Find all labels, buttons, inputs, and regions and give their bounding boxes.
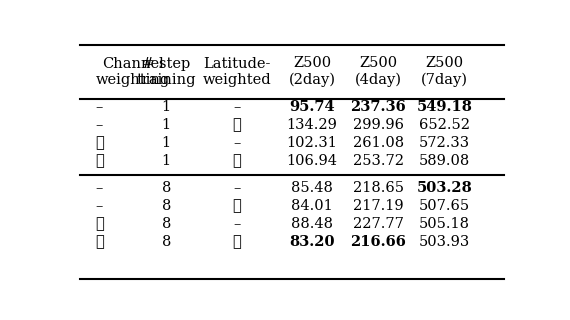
Text: ✓: ✓ xyxy=(233,199,241,213)
Text: –: – xyxy=(233,181,241,195)
Text: 8: 8 xyxy=(161,181,171,195)
Text: Z500
(2day): Z500 (2day) xyxy=(288,56,336,87)
Text: 8: 8 xyxy=(161,217,171,231)
Text: ✓: ✓ xyxy=(96,217,104,231)
Text: 549.18: 549.18 xyxy=(417,100,473,114)
Text: –: – xyxy=(96,100,103,114)
Text: 503.28: 503.28 xyxy=(417,181,473,195)
Text: # step
training: # step training xyxy=(136,57,196,87)
Text: ✓: ✓ xyxy=(233,235,241,249)
Text: 106.94: 106.94 xyxy=(287,154,337,168)
Text: 1: 1 xyxy=(162,100,171,114)
Text: ✓: ✓ xyxy=(233,118,241,132)
Text: 652.52: 652.52 xyxy=(419,118,470,132)
Text: 84.01: 84.01 xyxy=(291,199,333,213)
Text: ✓: ✓ xyxy=(96,136,104,150)
Text: 237.36: 237.36 xyxy=(351,100,406,114)
Text: –: – xyxy=(96,181,103,195)
Text: –: – xyxy=(96,118,103,132)
Text: 102.31: 102.31 xyxy=(287,136,337,150)
Text: 572.33: 572.33 xyxy=(419,136,470,150)
Text: 589.08: 589.08 xyxy=(419,154,470,168)
Text: ✓: ✓ xyxy=(96,154,104,168)
Text: 299.96: 299.96 xyxy=(353,118,404,132)
Text: 218.65: 218.65 xyxy=(353,181,404,195)
Text: 503.93: 503.93 xyxy=(419,235,470,249)
Text: –: – xyxy=(233,100,241,114)
Text: 8: 8 xyxy=(161,235,171,249)
Text: 216.66: 216.66 xyxy=(351,235,406,249)
Text: 217.19: 217.19 xyxy=(353,199,404,213)
Text: –: – xyxy=(96,199,103,213)
Text: Z500
(4day): Z500 (4day) xyxy=(355,56,402,87)
Text: ✓: ✓ xyxy=(96,235,104,249)
Text: 8: 8 xyxy=(161,199,171,213)
Text: 95.74: 95.74 xyxy=(289,100,335,114)
Text: 88.48: 88.48 xyxy=(291,217,333,231)
Text: 1: 1 xyxy=(162,136,171,150)
Text: Z500
(7day): Z500 (7day) xyxy=(421,56,468,87)
Text: 507.65: 507.65 xyxy=(419,199,470,213)
Text: 505.18: 505.18 xyxy=(419,217,470,231)
Text: 134.29: 134.29 xyxy=(287,118,337,132)
Text: 227.77: 227.77 xyxy=(353,217,404,231)
Text: 85.48: 85.48 xyxy=(291,181,333,195)
Text: –: – xyxy=(233,217,241,231)
Text: ✓: ✓ xyxy=(233,154,241,168)
Text: 1: 1 xyxy=(162,118,171,132)
Text: Latitude-
weighted: Latitude- weighted xyxy=(202,57,271,87)
Text: 261.08: 261.08 xyxy=(353,136,404,150)
Text: 253.72: 253.72 xyxy=(353,154,404,168)
Text: –: – xyxy=(233,136,241,150)
Text: 83.20: 83.20 xyxy=(289,235,335,249)
Text: 1: 1 xyxy=(162,154,171,168)
Text: Channel
weighting: Channel weighting xyxy=(96,57,170,87)
